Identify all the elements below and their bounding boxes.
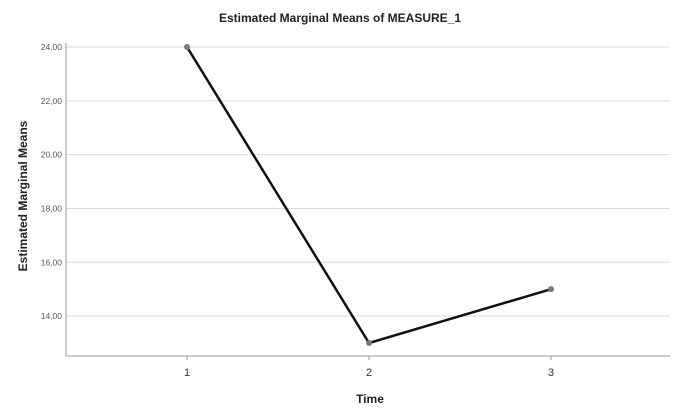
y-tick-label: 24,00 bbox=[41, 42, 63, 52]
series-line bbox=[185, 46, 552, 345]
x-tick-labels: 1 2 3 bbox=[184, 356, 554, 379]
y-axis-label: Estimated Marginal Means bbox=[16, 120, 30, 271]
series-group bbox=[184, 44, 554, 346]
x-axis-label: Time bbox=[356, 392, 384, 406]
y-tick-labels: 14,00 16,00 18,00 20,00 22,00 24,00 bbox=[41, 42, 63, 321]
gridlines bbox=[66, 46, 670, 317]
x-tick-label: 2 bbox=[366, 367, 372, 379]
y-tick-label: 16,00 bbox=[41, 257, 63, 267]
y-tick-label: 22,00 bbox=[41, 96, 63, 106]
data-point bbox=[366, 340, 372, 346]
data-point bbox=[184, 44, 190, 50]
x-tick-label: 1 bbox=[184, 367, 190, 379]
y-tick-label: 18,00 bbox=[41, 203, 63, 213]
chart-title: Estimated Marginal Means of MEASURE_1 bbox=[219, 11, 461, 25]
data-point bbox=[548, 286, 554, 293]
x-tick-label: 3 bbox=[548, 367, 554, 379]
y-tick-label: 20,00 bbox=[41, 150, 63, 160]
y-tick-label: 14,00 bbox=[41, 311, 63, 321]
